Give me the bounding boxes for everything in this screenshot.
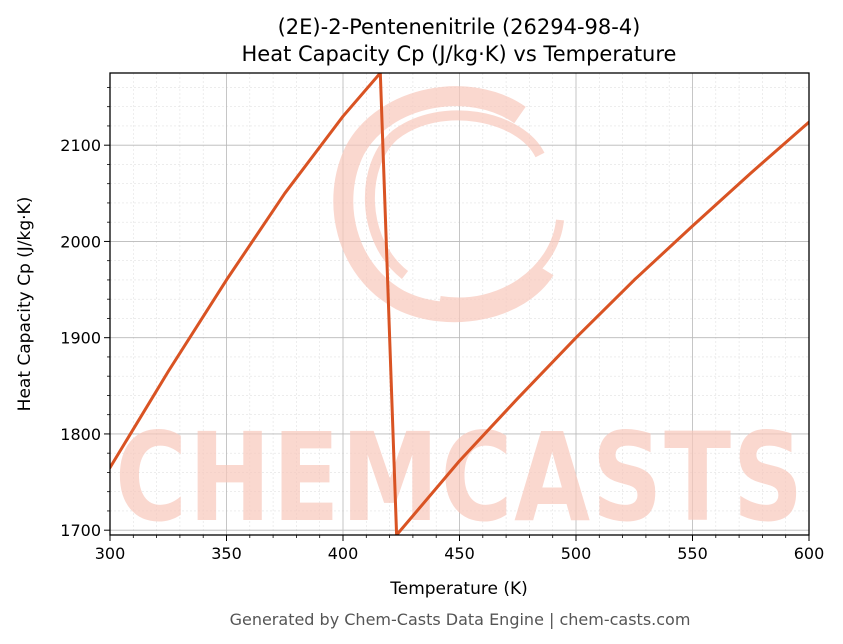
y-tick-label: 2000: [60, 232, 101, 251]
watermark-text: CHEMCASTS: [115, 407, 805, 549]
y-axis-ticks: 1700 1800 1900 2000 2100: [60, 87, 110, 540]
x-tick-label: 350: [211, 544, 242, 563]
y-tick-label: 1800: [60, 425, 101, 444]
x-axis-label: Temperature (K): [389, 579, 528, 599]
series-layer: [110, 73, 809, 535]
x-tick-label: 500: [561, 544, 592, 563]
y-tick-label: 1700: [60, 521, 101, 540]
chart-title-line2: Heat Capacity Cp (J/kg·K) vs Temperature: [242, 42, 677, 66]
chemcasts-watermark: CHEMCASTS: [115, 86, 805, 549]
y-axis-label: Heat Capacity Cp (J/kg·K): [15, 197, 35, 412]
chart-title-line1: (2E)-2-Pentenenitrile (26294-98-4): [278, 15, 641, 39]
watermark-swirl-logo: [333, 86, 564, 323]
y-tick-label: 1900: [60, 329, 101, 348]
x-tick-label: 600: [794, 544, 825, 563]
x-axis-ticks: 300 350 400 450 500 550 600: [95, 535, 825, 563]
x-tick-label: 300: [95, 544, 126, 563]
cp-series-line: [110, 73, 809, 535]
y-tick-label: 2100: [60, 136, 101, 155]
x-tick-label: 400: [328, 544, 359, 563]
x-tick-label: 550: [677, 544, 708, 563]
x-tick-label: 450: [444, 544, 475, 563]
footer-credit: Generated by Chem-Casts Data Engine | ch…: [230, 610, 691, 629]
